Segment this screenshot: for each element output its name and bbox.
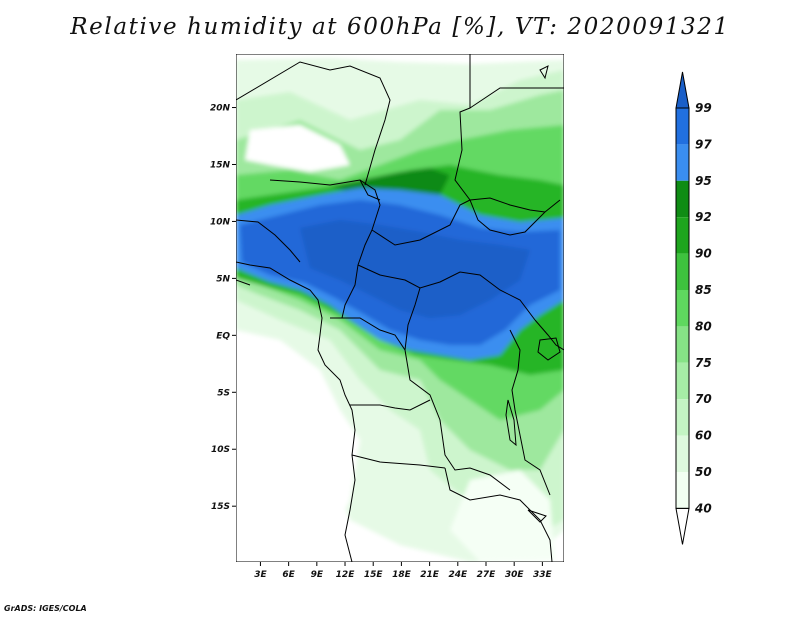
- lon-tick-label: 27E: [477, 570, 497, 580]
- colorbar-label: 80: [695, 319, 712, 333]
- colorbar-label: 90: [695, 247, 712, 261]
- lat-tick-label: 15S: [211, 502, 230, 512]
- lon-tick-label: 9E: [311, 570, 324, 580]
- humidity-field: [236, 58, 564, 562]
- dry-patch-southeast: [450, 470, 555, 562]
- colorbar-frame: [675, 107, 690, 509]
- dry-patch-north: [245, 125, 350, 172]
- rh-band-99-plus: [300, 220, 530, 318]
- dry-patch-southwest: [236, 330, 360, 562]
- lon-tick-label: 6E: [282, 570, 295, 580]
- border-line: [444, 467, 553, 562]
- lat-tick-label: 5N: [216, 274, 230, 284]
- border-line: [269, 179, 381, 319]
- chart-title: Relative humidity at 600hPa [%], VT: 202…: [70, 14, 730, 40]
- lat-tick-label: 15N: [210, 160, 231, 170]
- colorbar-label: 92: [695, 210, 712, 224]
- lon-tick-label: 33E: [533, 570, 553, 580]
- colorbar-segment: [676, 290, 689, 327]
- footer-credit: GrADS: IGES/COLA: [4, 604, 87, 613]
- colorbar-label: 60: [695, 429, 712, 443]
- lake-outline: [527, 509, 547, 523]
- border-line: [509, 329, 551, 496]
- lat-tick-label: 20N: [210, 104, 231, 114]
- lon-tick-label: 12E: [336, 570, 356, 580]
- border-line: [469, 197, 546, 213]
- border-line: [236, 279, 251, 286]
- border-line: [236, 219, 301, 263]
- colorbar-segment: [676, 362, 689, 400]
- colorbar-label: 95: [695, 174, 712, 188]
- lon-tick-label: 18E: [392, 570, 412, 580]
- border-line: [469, 87, 564, 109]
- lon-tick-label: 30E: [505, 570, 525, 580]
- colorbar-segment: [676, 399, 689, 436]
- colorbar-top-arrow: [675, 71, 690, 109]
- border-line: [357, 264, 536, 321]
- colorbar-segment: [676, 217, 689, 254]
- border-line: [350, 399, 431, 411]
- lon-tick-label: 21E: [420, 570, 440, 580]
- lat-tick-label: EQ: [216, 331, 230, 341]
- border-line: [454, 54, 561, 236]
- border-line: [330, 317, 511, 491]
- lake-outline: [539, 65, 549, 80]
- country-borders: [236, 54, 564, 562]
- border-line: [236, 61, 391, 186]
- colorbar-segment: [676, 144, 689, 181]
- latitude-axis: 20N 15N 10N 5N EQ 5S 10S 15S: [210, 104, 236, 512]
- coastline: [236, 261, 356, 562]
- colorbar-segment: [676, 108, 689, 145]
- lat-tick-label: 10S: [211, 445, 230, 455]
- map-plot-area: [236, 54, 564, 562]
- colorbar-label: 97: [695, 137, 712, 151]
- lat-tick-label: 10N: [210, 217, 231, 227]
- colorbar-label: 99: [695, 101, 712, 115]
- colorbar-bottom-arrow: [675, 507, 690, 545]
- border-line: [359, 179, 381, 201]
- lat-tick-label: 5S: [217, 388, 230, 398]
- colorbar-segment: [676, 180, 689, 218]
- border-line: [371, 199, 471, 246]
- lon-tick-label: 15E: [364, 570, 384, 580]
- colorbar-label: 40: [694, 501, 712, 515]
- colorbar-segment: [676, 472, 689, 509]
- border-line: [351, 454, 446, 469]
- colorbar-segment: [676, 253, 689, 290]
- colorbar-segment: [676, 435, 689, 472]
- border-line: [534, 319, 564, 351]
- colorbar-label: 50: [695, 465, 712, 479]
- lon-tick-label: 3E: [254, 570, 267, 580]
- lake-outline: [537, 337, 561, 361]
- colorbar: 99 97 95 92 90 85 80 75 70 60 50 40: [675, 71, 712, 545]
- colorbar-segment: [676, 326, 689, 363]
- colorbar-label: 75: [695, 356, 712, 370]
- colorbar-label: 85: [695, 283, 712, 297]
- colorbar-label: 70: [695, 392, 712, 406]
- lake-outline: [505, 399, 517, 447]
- lon-tick-label: 24E: [448, 570, 468, 580]
- border-line: [404, 287, 421, 351]
- longitude-axis: 3E 6E 9E 12E 15E 18E 21E 24E 27E 30E 33E: [254, 562, 553, 580]
